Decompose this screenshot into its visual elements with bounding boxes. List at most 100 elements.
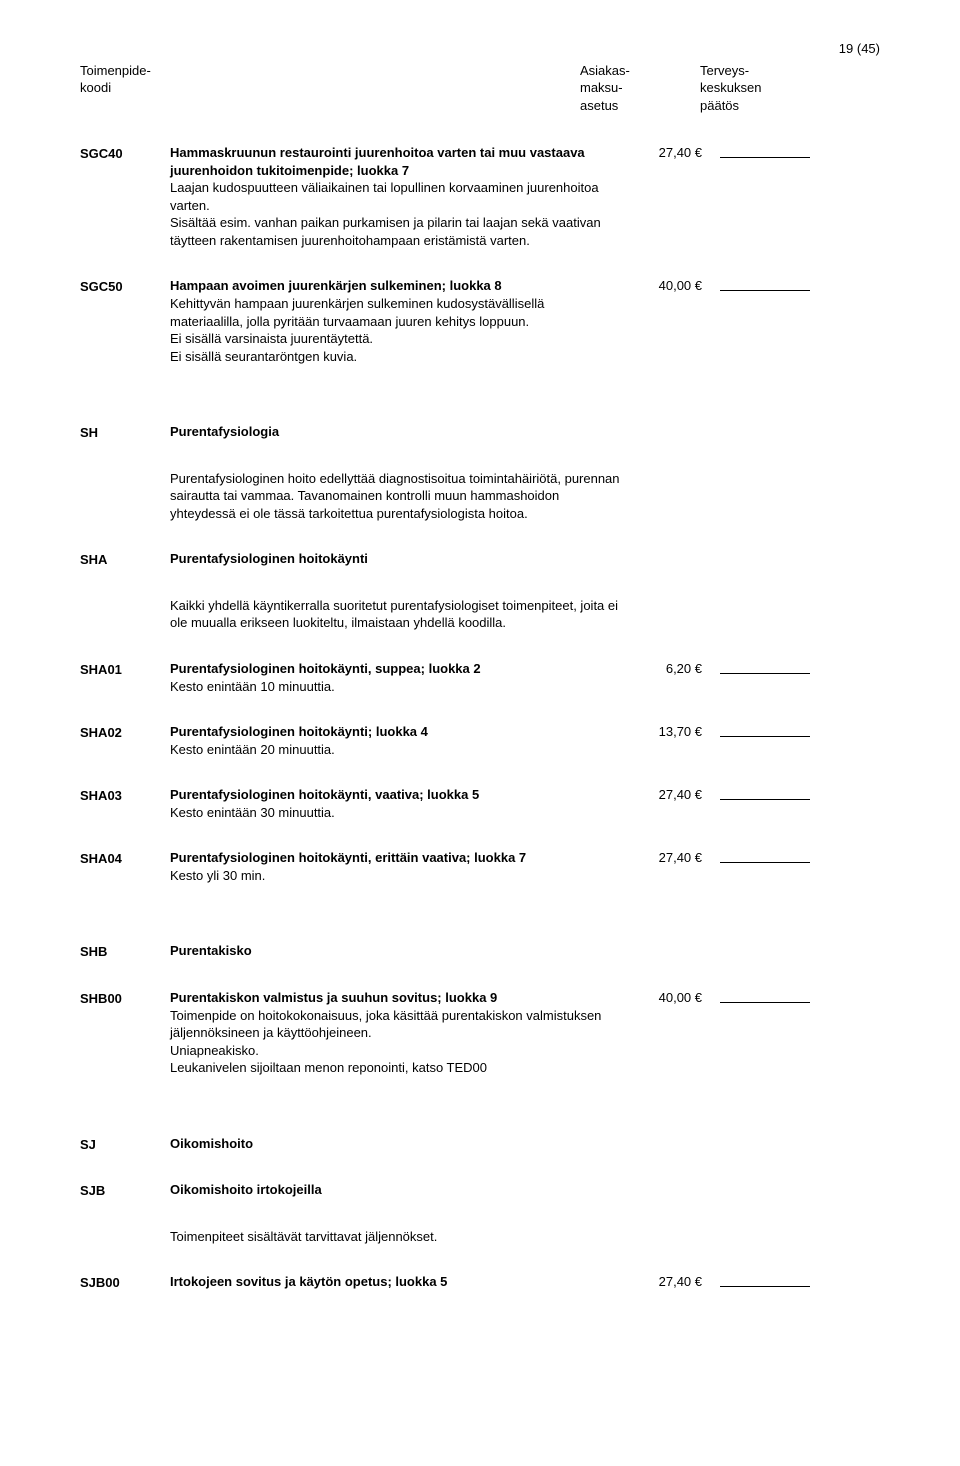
blank-line <box>720 1273 810 1287</box>
header-mid-2: maksu- <box>580 79 700 97</box>
entry-title: Purentafysiologia <box>170 423 620 441</box>
entry-body: Irtokojeen sovitus ja käytön opetus; luo… <box>170 1273 630 1292</box>
entry-row: SHA02Purentafysiologinen hoitokäynti; lu… <box>80 723 880 758</box>
entry-price <box>630 423 710 442</box>
entry-decision-blank <box>710 550 810 569</box>
entry-decision-blank <box>710 849 810 884</box>
header-right-1: Terveys- <box>700 62 820 80</box>
entry-description: Kaikki yhdellä käyntikerralla suoritetut… <box>170 597 620 632</box>
entry-price: 27,40 € <box>630 1273 710 1292</box>
entry-row: SGC40Hammaskruunun restaurointi juurenho… <box>80 144 880 249</box>
entry-decision-blank <box>710 723 810 758</box>
entry-code <box>80 597 170 632</box>
entry-body: Purentakisko <box>170 942 630 961</box>
entry-row: SHAPurentafysiologinen hoitokäynti <box>80 550 880 569</box>
entry-description: Kesto enintään 30 minuuttia. <box>170 804 620 822</box>
entry-row: Purentafysiologinen hoito edellyttää dia… <box>80 470 880 523</box>
entry-code: SGC50 <box>80 277 170 365</box>
blank-line <box>720 144 810 158</box>
section-gap <box>80 1105 880 1135</box>
entry-code: SHA04 <box>80 849 170 884</box>
entry-body: Purentafysiologinen hoitokäynti; luokka … <box>170 723 630 758</box>
entry-title: Irtokojeen sovitus ja käytön opetus; luo… <box>170 1273 620 1291</box>
entry-title: Purentafysiologinen hoitokäynti; luokka … <box>170 723 620 741</box>
header-mid-1: Asiakas- <box>580 62 700 80</box>
entry-body: Purentafysiologinen hoitokäynti, erittäi… <box>170 849 630 884</box>
entry-body: Purentafysiologinen hoitokäynti <box>170 550 630 569</box>
entry-description: Kehittyvän hampaan juurenkärjen sulkemin… <box>170 295 620 365</box>
entry-description: Kesto enintään 20 minuuttia. <box>170 741 620 759</box>
entry-description: Toimenpide on hoitokokonaisuus, joka käs… <box>170 1007 620 1077</box>
entry-code: SHB <box>80 942 170 961</box>
entry-decision-blank <box>710 989 810 1077</box>
entry-description: Kesto enintään 10 minuuttia. <box>170 678 620 696</box>
entry-price <box>630 550 710 569</box>
entry-row: SGC50Hampaan avoimen juurenkärjen sulkem… <box>80 277 880 365</box>
entry-code: SHA01 <box>80 660 170 695</box>
header-mid-3: asetus <box>580 97 700 115</box>
entry-body: Purentafysiologinen hoitokäynti, suppea;… <box>170 660 630 695</box>
blank-line <box>720 849 810 863</box>
column-headers: Toimenpide- koodi Asiakas- maksu- asetus… <box>80 62 880 115</box>
entry-price <box>630 1181 710 1200</box>
entry-description: Toimenpiteet sisältävät tarvittavat jälj… <box>170 1228 620 1246</box>
entry-decision-blank <box>710 1181 810 1200</box>
entry-row: Kaikki yhdellä käyntikerralla suoritetut… <box>80 597 880 632</box>
entry-description: Kesto yli 30 min. <box>170 867 620 885</box>
entry-title: Hampaan avoimen juurenkärjen sulkeminen;… <box>170 277 620 295</box>
entry-title: Purentafysiologinen hoitokäynti, vaativa… <box>170 786 620 804</box>
entry-row: SHBPurentakisko <box>80 942 880 961</box>
entry-code: SJB00 <box>80 1273 170 1292</box>
entry-body: Toimenpiteet sisältävät tarvittavat jälj… <box>170 1228 630 1246</box>
blank-line <box>720 660 810 674</box>
entry-decision-blank <box>710 144 810 249</box>
entry-title: Purentafysiologinen hoitokäynti, suppea;… <box>170 660 620 678</box>
entry-body: Purentafysiologinen hoito edellyttää dia… <box>170 470 630 523</box>
entry-price: 27,40 € <box>630 144 710 249</box>
entry-price: 27,40 € <box>630 786 710 821</box>
entry-body: Kaikki yhdellä käyntikerralla suoritetut… <box>170 597 630 632</box>
entry-code <box>80 1228 170 1246</box>
entry-decision-blank <box>710 597 810 632</box>
entry-price: 40,00 € <box>630 277 710 365</box>
entry-code: SHA <box>80 550 170 569</box>
entry-title: Oikomishoito irtokojeilla <box>170 1181 620 1199</box>
header-right-3: päätös <box>700 97 820 115</box>
entry-row: SHA01Purentafysiologinen hoitokäynti, su… <box>80 660 880 695</box>
entry-code <box>80 470 170 523</box>
entry-price <box>630 597 710 632</box>
entry-body: Purentafysiologia <box>170 423 630 442</box>
entry-price <box>630 470 710 523</box>
header-code-2: koodi <box>80 79 580 97</box>
blank-line <box>720 989 810 1003</box>
section-gap <box>80 912 880 942</box>
entry-price: 40,00 € <box>630 989 710 1077</box>
entry-row: SHA04Purentafysiologinen hoitokäynti, er… <box>80 849 880 884</box>
header-right-2: keskuksen <box>700 79 820 97</box>
entry-title: Purentafysiologinen hoitokäynti, erittäi… <box>170 849 620 867</box>
entry-code: SH <box>80 423 170 442</box>
entry-title: Purentafysiologinen hoitokäynti <box>170 550 620 568</box>
entry-body: Oikomishoito irtokojeilla <box>170 1181 630 1200</box>
entry-description: Laajan kudospuutteen väliaikainen tai lo… <box>170 179 620 249</box>
entry-body: Purentafysiologinen hoitokäynti, vaativa… <box>170 786 630 821</box>
entry-code: SJ <box>80 1135 170 1154</box>
entry-price <box>630 1135 710 1154</box>
entry-code: SHA03 <box>80 786 170 821</box>
page-number: 19 (45) <box>80 40 880 58</box>
entry-price: 27,40 € <box>630 849 710 884</box>
entry-row: SHB00Purentakiskon valmistus ja suuhun s… <box>80 989 880 1077</box>
entry-title: Purentakiskon valmistus ja suuhun sovitu… <box>170 989 620 1007</box>
entry-row: SJBOikomishoito irtokojeilla <box>80 1181 880 1200</box>
entry-row: SHPurentafysiologia <box>80 423 880 442</box>
entry-decision-blank <box>710 1228 810 1246</box>
entry-row: SHA03Purentafysiologinen hoitokäynti, va… <box>80 786 880 821</box>
blank-line <box>720 723 810 737</box>
entry-body: Purentakiskon valmistus ja suuhun sovitu… <box>170 989 630 1077</box>
entry-title: Purentakisko <box>170 942 620 960</box>
entry-price: 13,70 € <box>630 723 710 758</box>
entry-decision-blank <box>710 786 810 821</box>
entry-price <box>630 942 710 961</box>
entry-code: SHA02 <box>80 723 170 758</box>
entry-code: SGC40 <box>80 144 170 249</box>
